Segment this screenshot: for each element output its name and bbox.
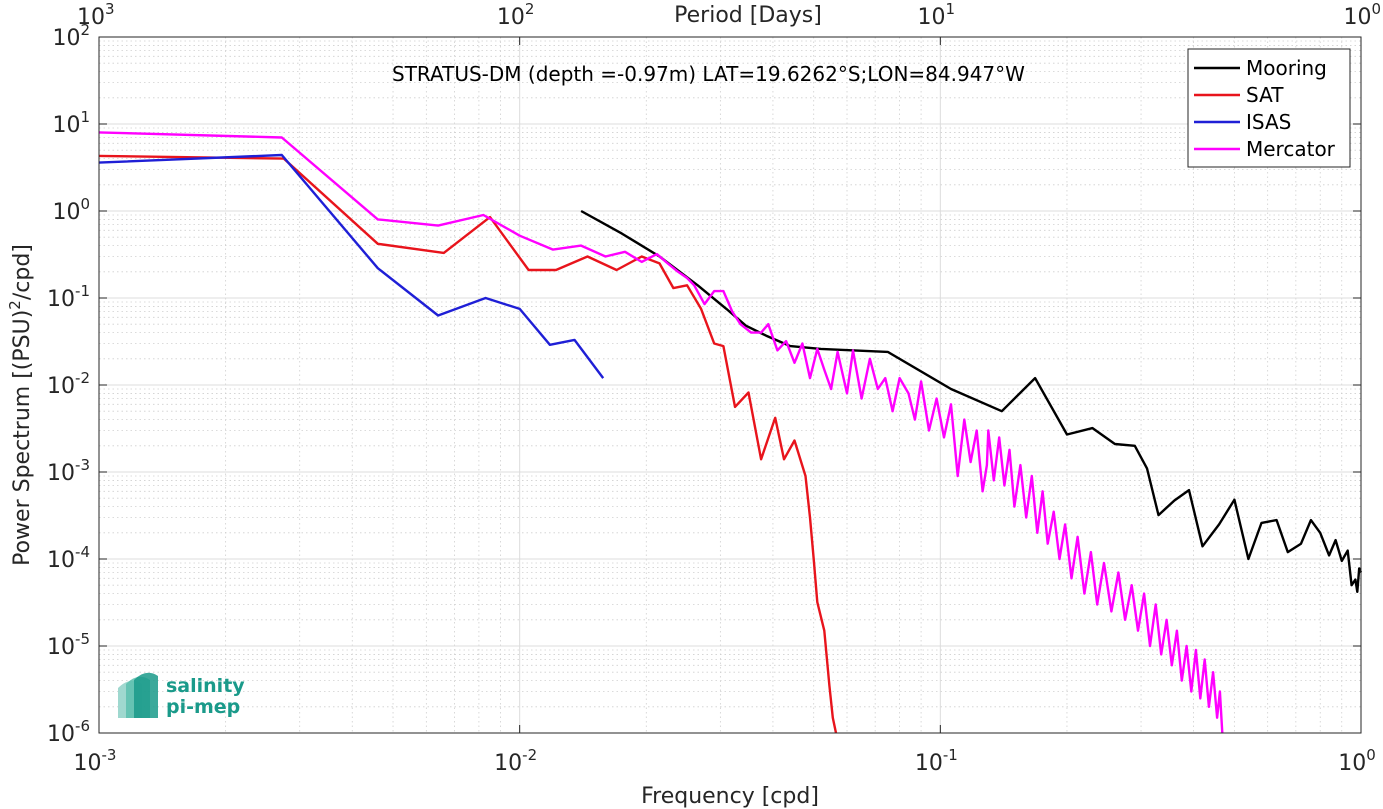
logo-waves-icon [118, 672, 158, 718]
y-tick-label: 10-2 [47, 369, 90, 399]
series-group [98, 131, 1363, 734]
x-tick-label: 100 [1338, 746, 1376, 776]
top-tick-label: 102 [497, 0, 535, 30]
y-tick-labels: 102 101 100 10-1 10-2 10-3 10-4 10-5 10-6 [47, 21, 90, 747]
legend: Mooring SAT ISAS Mercator [1187, 48, 1351, 168]
x-tick-labels: 10-3 10-2 10-1 100 [74, 746, 1376, 776]
y-tick-label: 102 [52, 21, 90, 51]
series-line-isas [98, 153, 605, 379]
series-line-mooring [580, 209, 1363, 593]
y-tick-label: 100 [52, 195, 90, 225]
y-axis-label: Power Spectrum [(PSU)2/cpd] [6, 244, 35, 566]
x-tick-label: 10-1 [915, 746, 958, 776]
x-axis-label: Frequency [cpd] [641, 784, 819, 809]
x-tick-label: 10-2 [494, 746, 537, 776]
y-tick-label: 10-6 [47, 717, 90, 747]
top-tick-label: 101 [918, 0, 956, 30]
series-line-mercator [98, 131, 1224, 734]
top-tick-labels: 103 102 101 100 [77, 0, 1381, 30]
x-tick-label: 10-3 [74, 746, 117, 776]
legend-label-sat: SAT [1246, 83, 1284, 107]
legend-label-mooring: Mooring [1246, 56, 1327, 80]
tick-marks [98, 36, 1362, 734]
salinity-pi-mep-logo: salinity pi-mep [118, 672, 245, 718]
series-line-sat [98, 154, 838, 734]
top-axis-label: Period [Days] [674, 3, 822, 28]
logo-line1: salinity [166, 675, 245, 697]
y-tick-label: 10-1 [47, 282, 90, 312]
y-tick-label: 101 [52, 108, 90, 138]
y-tick-label: 10-3 [47, 456, 90, 486]
legend-label-mercator: Mercator [1246, 137, 1336, 161]
top-tick-label: 103 [77, 0, 115, 30]
y-tick-label: 10-5 [47, 630, 90, 660]
top-tick-label: 100 [1343, 0, 1381, 30]
chart-title: STRATUS-DM (depth =-0.97m) LAT=19.6262°S… [392, 62, 1025, 86]
legend-label-isas: ISAS [1246, 110, 1291, 134]
logo-line2: pi-mep [166, 696, 240, 718]
y-tick-label: 10-4 [47, 543, 90, 573]
